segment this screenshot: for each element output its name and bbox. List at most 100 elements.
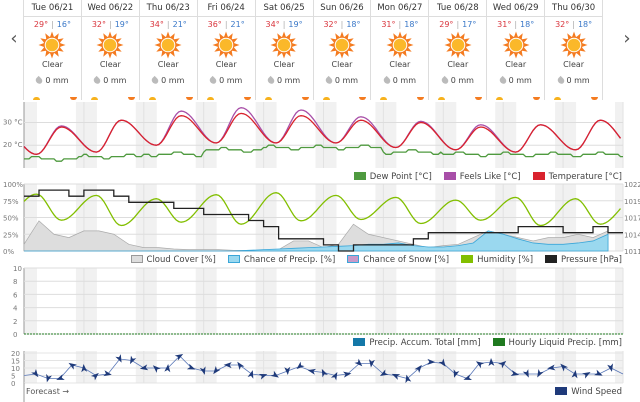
day-column[interactable]: Tue 06/28 29° | 17° Clear 0 mm: [429, 0, 488, 100]
wind-direction-arrow: [560, 363, 569, 372]
legend-feels-like[interactable]: Feels Like [°C]: [443, 172, 521, 182]
wind-arrow-shape: [81, 364, 88, 373]
wind-direction-arrow: [152, 365, 161, 373]
day-column[interactable]: Sat 06/25 34° | 19° Clear 0 mm: [255, 0, 314, 100]
wind-direction-arrow: [174, 353, 184, 361]
day-name: Tue 06/21: [24, 0, 81, 17]
raindrop-icon: [150, 75, 160, 86]
y-tick-label: 8: [13, 278, 17, 286]
y-tick-label: 6: [13, 291, 18, 299]
legend-precip-chance[interactable]: Chance of Precip. [%]: [227, 255, 335, 265]
y2-tick-label: 1017: [624, 215, 640, 223]
y-tick-label: 100%: [3, 181, 23, 189]
precip-amount: 0 mm: [161, 76, 185, 85]
wind-direction-arrow: [522, 369, 529, 378]
wind-arrow-shape: [90, 372, 99, 381]
wind-arrow-shape: [199, 366, 206, 375]
legend-snow-chance[interactable]: Chance of Snow [%]: [347, 255, 449, 265]
temperature-legend: Dew Point [°C] Feels Like [°C] Temperatu…: [353, 172, 622, 182]
legend-temperature[interactable]: Temperature [°C]: [532, 172, 622, 182]
condition: Clear: [331, 60, 353, 69]
high-temp: 32°: [555, 20, 570, 29]
day-column[interactable]: Thu 06/30 32° | 18° Clear 0 mm: [545, 0, 604, 100]
day-name: Thu 06/30: [545, 0, 603, 17]
y-tick-label: 0: [11, 380, 15, 388]
wind-arrow-shape: [582, 372, 591, 379]
legend-precip-accum[interactable]: Precip. Accum. Total [mm]: [353, 338, 481, 348]
wind-direction-arrow: [510, 370, 520, 377]
raindrop-icon: [440, 75, 450, 86]
day-column[interactable]: Mon 06/27 31° | 18° Clear 0 mm: [371, 0, 430, 100]
legend-wind-speed[interactable]: Wind Speed: [555, 387, 622, 397]
low-temp: 19°: [114, 20, 129, 29]
wind-direction-arrow: [438, 358, 446, 367]
legend-dew-point[interactable]: Dew Point [°C]: [353, 172, 432, 182]
night-band: [195, 102, 217, 168]
sunset-icon: [127, 97, 135, 100]
wind-direction-arrow: [199, 366, 206, 375]
day-name: Thu 06/23: [139, 0, 197, 17]
precip-amount: 0 mm: [219, 76, 243, 85]
low-temp: 16°: [56, 20, 71, 29]
day-column[interactable]: Sun 06/26 32° | 18° Clear 0 mm: [313, 0, 372, 100]
high-temp: 29°: [439, 20, 454, 29]
prev-arrow-button[interactable]: ‹: [10, 28, 18, 49]
y2-tick-label: 1014: [624, 231, 640, 239]
sunset-icon: [475, 97, 483, 100]
wind-direction-arrow: [379, 369, 389, 376]
legend-cloud-cover[interactable]: Cloud Cover [%]: [130, 255, 216, 265]
wind-arrow-shape: [405, 374, 412, 384]
wind-arrow-shape: [330, 371, 338, 381]
wind-direction-arrow: [414, 364, 422, 373]
y-tick-label: 4: [13, 305, 18, 313]
high-temp: 31°: [497, 20, 512, 29]
condition: Clear: [157, 60, 179, 69]
wind-arrow-shape: [488, 358, 495, 367]
night-band: [315, 102, 337, 168]
condition: Clear: [563, 60, 585, 69]
day-column[interactable]: Wed 06/22 32° | 19° Clear 0 mm: [81, 0, 140, 100]
y-tick-label: 25%: [3, 231, 19, 239]
night-band: [135, 102, 157, 168]
raindrop-icon: [324, 75, 334, 86]
wind-direction-arrow: [284, 366, 291, 375]
day-column[interactable]: Wed 06/29 31° | 18° Clear 0 mm: [487, 0, 546, 100]
precip-chance-area: [24, 230, 609, 252]
y-tick-label: 15: [11, 358, 20, 366]
sunrise-icon: [33, 97, 40, 100]
wind-legend: Wind Speed: [555, 387, 622, 397]
wind-arrow-shape: [186, 363, 196, 370]
night-band: [615, 102, 623, 168]
sunrise-icon: [496, 97, 504, 100]
wind-arrow-shape: [103, 370, 112, 377]
legend-hourly-precip[interactable]: Hourly Liquid Precip. [mm]: [492, 338, 622, 348]
condition: Clear: [273, 60, 295, 69]
day-column[interactable]: Thu 06/23 34° | 21° Clear 0 mm: [139, 0, 198, 100]
wind-direction-arrow: [607, 363, 614, 372]
y-tick-label: 5: [11, 373, 15, 381]
legend-humidity[interactable]: Humidity [%]: [461, 255, 533, 265]
wind-arrow-shape: [463, 374, 473, 381]
raindrop-icon: [34, 75, 44, 86]
legend-pressure[interactable]: Pressure [hPa]: [545, 255, 622, 265]
wind-direction-arrow: [296, 361, 305, 370]
wind-direction-arrow: [81, 364, 88, 373]
precip-amount: 0 mm: [508, 76, 532, 85]
daily-forecast-strip: Tue 06/21 29° | 16° Clear 0 mm Wed 06/22 3…: [23, 0, 604, 100]
high-temp: 34°: [265, 20, 280, 29]
sunrise-icon: [206, 97, 214, 100]
night-band: [135, 351, 157, 383]
next-arrow-button[interactable]: ›: [623, 28, 631, 49]
wind-arrow-shape: [46, 373, 52, 383]
day-column[interactable]: Tue 06/21 29° | 16° Clear 0 mm: [24, 0, 82, 100]
wind-direction-arrow: [270, 370, 279, 378]
day-column[interactable]: Fri 06/24 36° | 21° Clear 0 mm: [197, 0, 256, 100]
night-band: [435, 268, 457, 334]
wind-arrow-shape: [607, 363, 614, 372]
day-name: Sat 06/25: [255, 0, 313, 17]
wind-arrow-shape: [307, 368, 317, 375]
condition: Clear: [215, 60, 237, 69]
wind-direction-arrow: [31, 369, 39, 378]
night-band: [375, 268, 397, 334]
